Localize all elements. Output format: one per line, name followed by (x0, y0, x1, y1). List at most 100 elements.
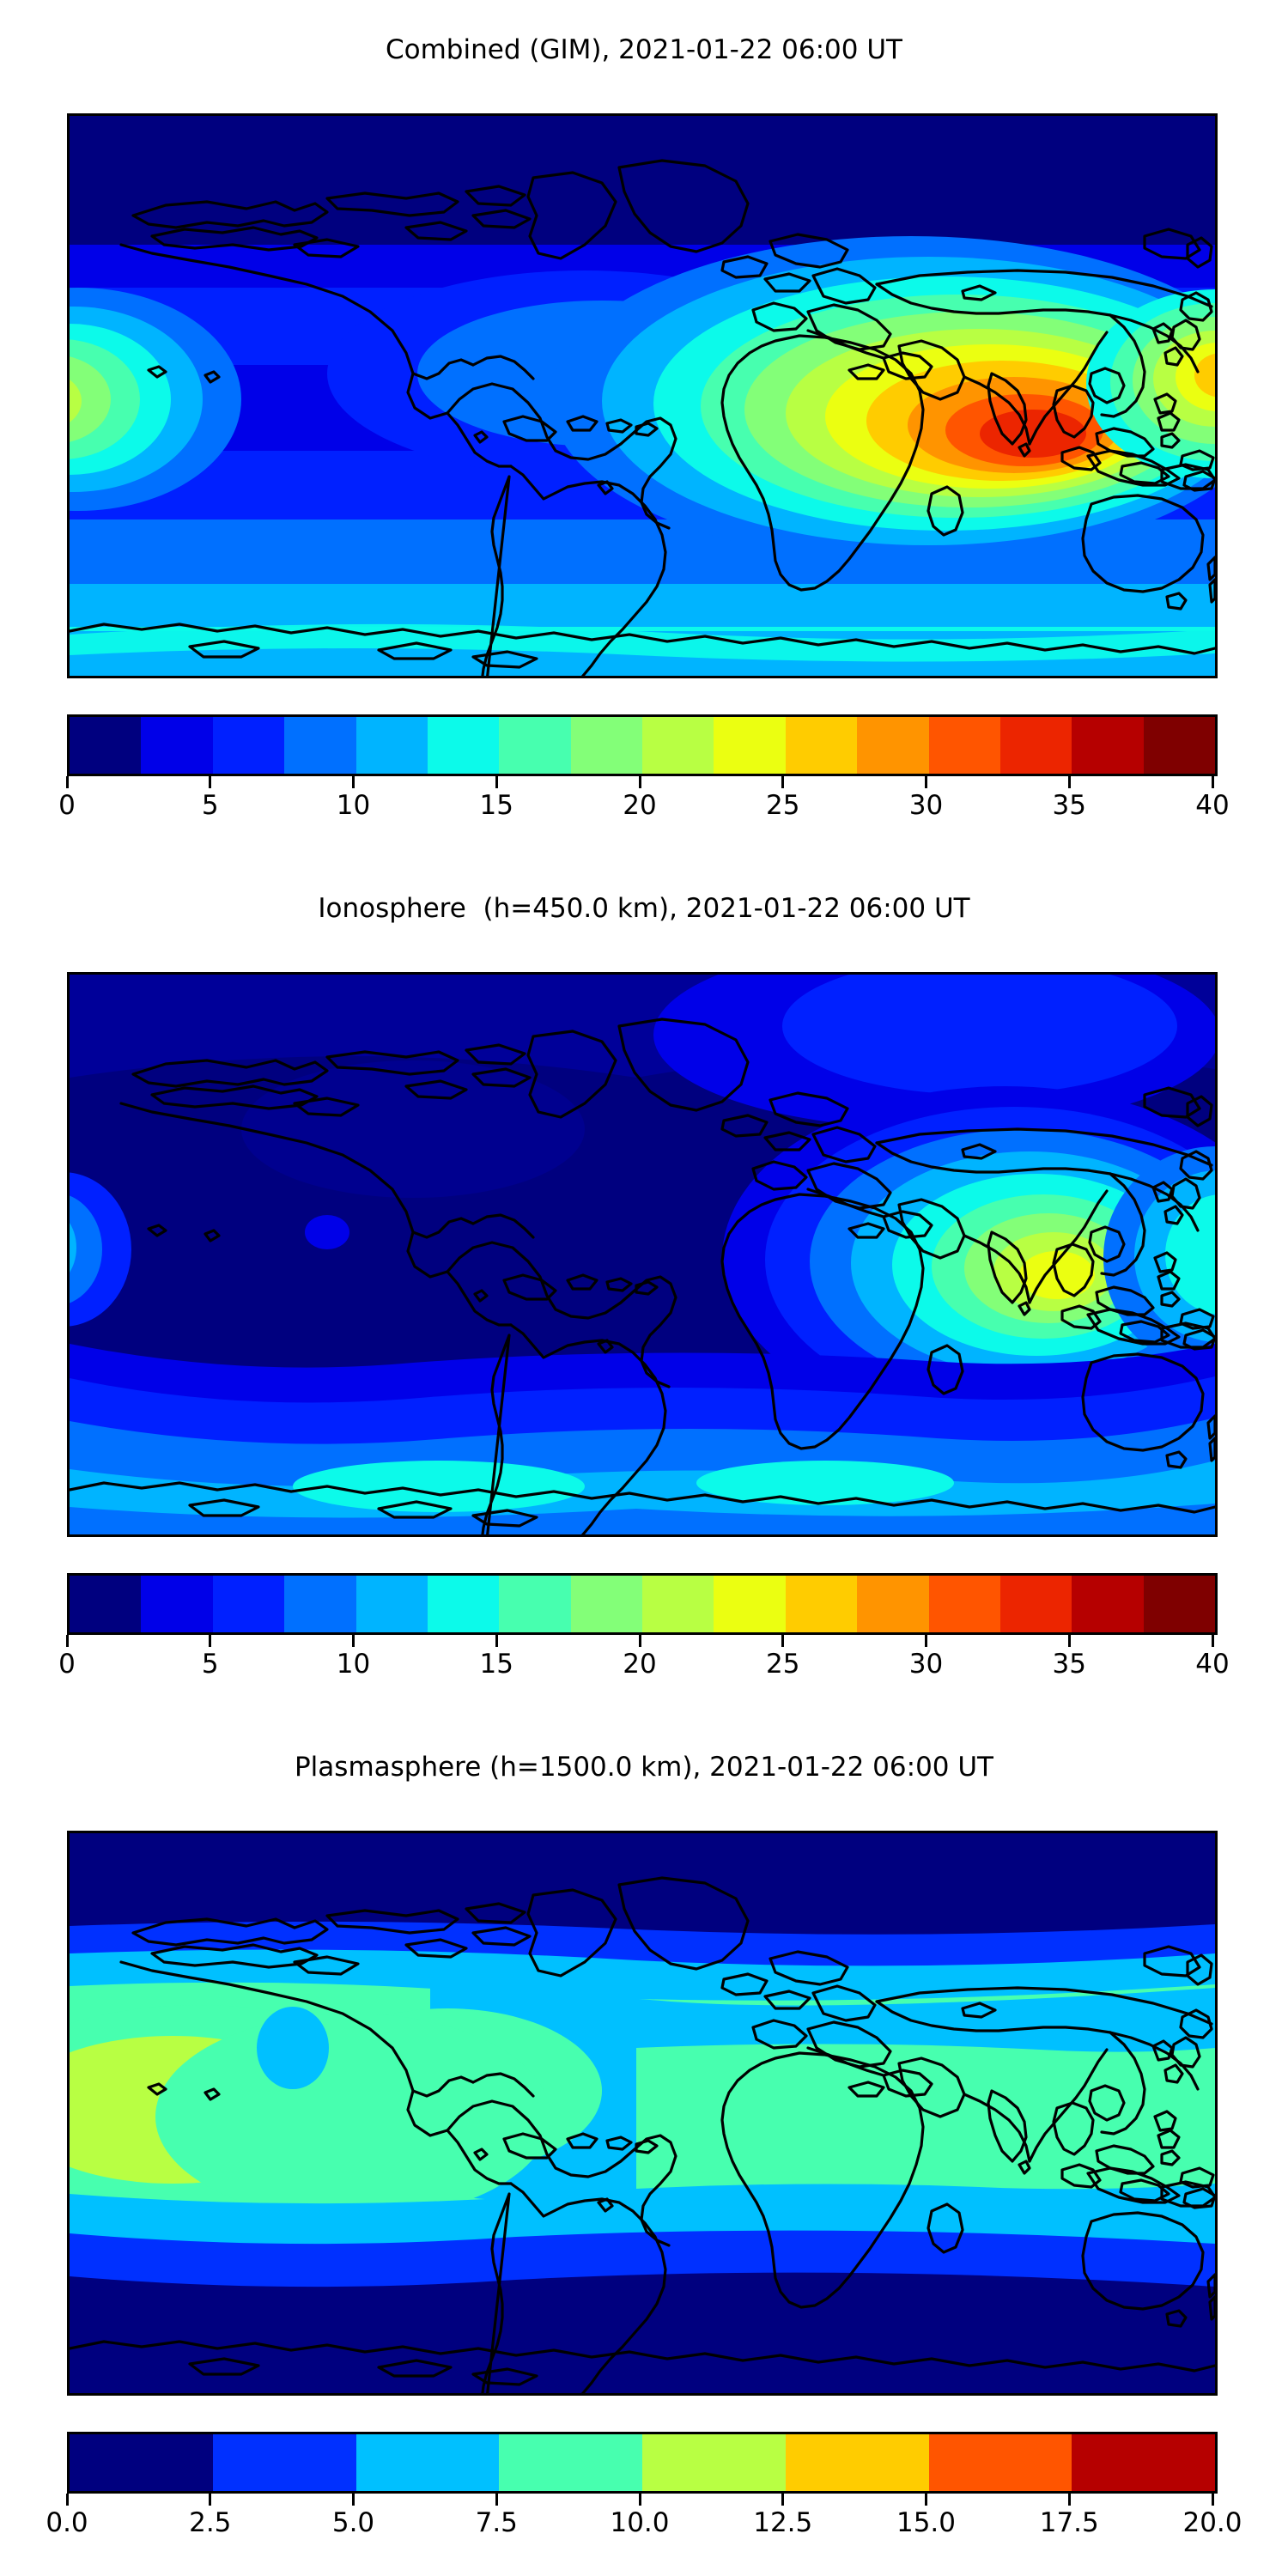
colorbar-tick-mark (638, 776, 641, 788)
colorbar-tick-label: 20 (623, 1649, 657, 1680)
colorbar-labels-plasmasphere: 0.0 2.5 5.0 7.5 10.0 12.5 15.0 17.5 20.0 (46, 2506, 1242, 2543)
colorbar-tick-mark (781, 776, 785, 788)
colorbar-labels-combined-gim: 0 5 10 15 20 25 30 35 40 (58, 788, 1230, 826)
colorbar-tick-mark (781, 1635, 785, 1647)
colorbar-segment (999, 717, 1072, 774)
colorbar-segment (499, 1576, 571, 1632)
colorbar-tick-mark (925, 2494, 927, 2506)
colorbar-tick-mark (352, 776, 355, 788)
colorbar-segment (570, 717, 642, 774)
colorbar-segment (570, 1576, 642, 1632)
colorbar-tick-mark (495, 776, 498, 788)
colorbar-segment (714, 717, 786, 774)
colorbar-gradient-ionosphere (67, 1573, 1218, 1635)
colorbar-tick-mark (352, 2494, 355, 2506)
colorbar-tick-label: 35 (1052, 1649, 1086, 1680)
colorbar-segment (1143, 1576, 1215, 1632)
colorbar-segment (928, 1576, 1000, 1632)
map-canvas-plasmasphere (70, 1833, 1215, 2393)
colorbar-tick-label: 10.0 (610, 2507, 670, 2538)
colorbar-segment (355, 2434, 500, 2491)
colorbar-segment (212, 1576, 285, 1632)
colorbar-combined-gim: 0 5 10 15 20 25 30 35 40 (58, 714, 1230, 826)
colorbar-segment (714, 1576, 786, 1632)
colorbar-segment (284, 1576, 356, 1632)
colorbar-segment (857, 717, 929, 774)
colorbar-segment (70, 717, 142, 774)
map-canvas-ionosphere (70, 975, 1215, 1534)
map-axes-plasmasphere (67, 1831, 1218, 2396)
colorbar-ticks-combined-gim (64, 776, 1215, 788)
colorbar-tick-label: 5 (201, 790, 219, 821)
colorbar-tick-label: 25 (766, 790, 800, 821)
colorbar-tick-label: 30 (908, 1649, 944, 1680)
colorbar-tick-label: 40 (1195, 1649, 1230, 1680)
contour-field-combined-gim (70, 116, 1215, 676)
colorbar-tick-mark (209, 776, 212, 788)
colorbar-tick-mark (209, 1635, 212, 1647)
colorbar-tick-label: 15.0 (896, 2507, 957, 2538)
colorbar-segment (284, 717, 356, 774)
colorbar-tick-mark (638, 1635, 641, 1647)
map-axes-ionosphere (67, 972, 1218, 1537)
colorbar-tick-label: 30 (908, 790, 944, 821)
colorbar-tick-mark (65, 1635, 69, 1647)
colorbar-tick-mark (65, 776, 69, 788)
colorbar-segment (1072, 1576, 1144, 1632)
colorbar-tick-label: 10 (336, 790, 371, 821)
map-axes-combined-gim (67, 113, 1218, 678)
colorbar-tick-label: 2.5 (189, 2507, 232, 2538)
colorbar-segment (427, 717, 500, 774)
colorbar-segment (928, 2434, 1072, 2491)
colorbar-segment (928, 717, 1000, 774)
colorbar-tick-label: 12.5 (753, 2507, 813, 2538)
colorbar-plasmasphere: 0.0 2.5 5.0 7.5 10.0 12.5 15.0 17.5 20.0 (46, 2432, 1242, 2543)
map-canvas-combined-gim (70, 116, 1215, 676)
colorbar-tick-mark (495, 2494, 498, 2506)
colorbar-segment (642, 1576, 714, 1632)
colorbar-segment (499, 717, 571, 774)
colorbar-tick-label: 15 (479, 790, 513, 821)
colorbar-ticks-ionosphere (64, 1635, 1215, 1647)
colorbar-tick-label: 0.0 (46, 2507, 88, 2538)
contour-field-plasmasphere (70, 1833, 1215, 2393)
colorbar-tick-label: 25 (766, 1649, 800, 1680)
colorbar-tick-label: 5.0 (331, 2507, 375, 2538)
colorbar-ticks-plasmasphere (64, 2494, 1215, 2506)
colorbar-segment (857, 1576, 929, 1632)
colorbar-tick-mark (209, 2494, 212, 2506)
colorbar-segment (785, 1576, 858, 1632)
colorbar-segment (212, 717, 285, 774)
colorbar-tick-label: 40 (1195, 790, 1230, 821)
colorbar-tick-mark (781, 2494, 785, 2506)
colorbar-tick-label: 17.5 (1039, 2507, 1099, 2538)
colorbar-gradient-plasmasphere (67, 2432, 1218, 2494)
colorbar-tick-mark (1067, 1635, 1071, 1647)
colorbar-segment (355, 1576, 428, 1632)
colorbar-tick-label: 5 (201, 1649, 219, 1680)
colorbar-tick-mark (925, 1635, 927, 1647)
colorbar-gradient-combined-gim (67, 714, 1218, 776)
colorbar-tick-label: 20.0 (1182, 2507, 1242, 2538)
colorbar-segment (427, 1576, 500, 1632)
colorbar-segment (785, 2434, 929, 2491)
colorbar-tick-mark (1211, 1635, 1214, 1647)
colorbar-segment (1072, 717, 1144, 774)
panel-title-plasmasphere: Plasmasphere (h=1500.0 km), 2021-01-22 0… (294, 1752, 993, 1783)
colorbar-tick-label: 15 (479, 1649, 513, 1680)
colorbar-segment (141, 717, 213, 774)
colorbar-segment (999, 1576, 1072, 1632)
colorbar-tick-mark (1211, 2494, 1214, 2506)
colorbar-tick-mark (1067, 776, 1071, 788)
colorbar-tick-label: 35 (1052, 790, 1086, 821)
colorbar-segment (1072, 2434, 1215, 2491)
colorbar-segment (785, 717, 858, 774)
colorbar-ionosphere: 0 5 10 15 20 25 30 35 40 (58, 1573, 1230, 1685)
colorbar-segment (355, 717, 428, 774)
panel-title-combined-gim: Combined (GIM), 2021-01-22 06:00 UT (386, 34, 902, 65)
colorbar-tick-mark (65, 2494, 69, 2506)
colorbar-tick-label: 10 (336, 1649, 371, 1680)
colorbar-tick-mark (638, 2494, 641, 2506)
colorbar-tick-mark (352, 1635, 355, 1647)
